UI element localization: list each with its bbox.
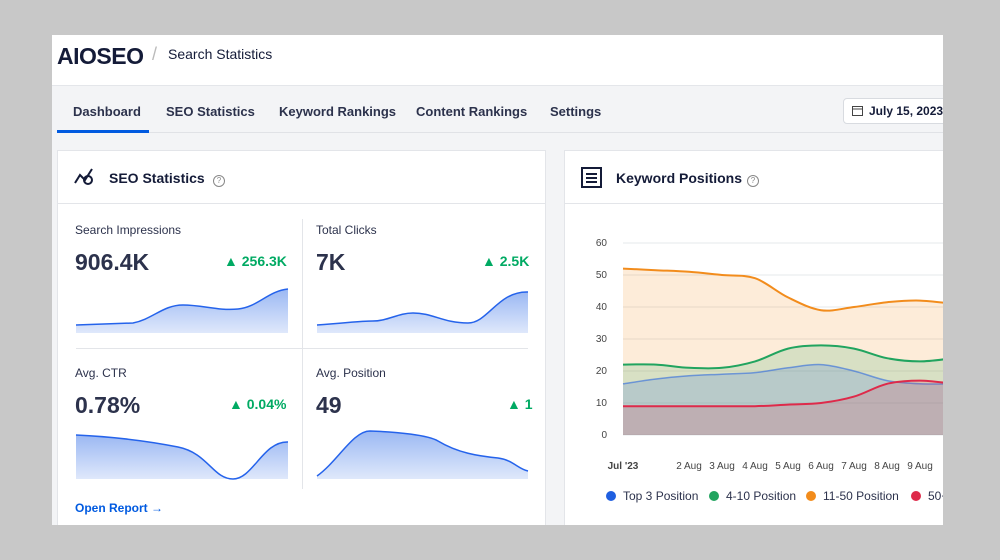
metric-value: 7K — [316, 249, 346, 275]
tab[interactable]: Settings — [550, 104, 602, 119]
tab[interactable]: Keyword Rankings — [279, 104, 397, 119]
x-tick-label: Jul '23 — [608, 461, 639, 472]
legend-label: Top 3 Position — [623, 489, 698, 503]
metric-label: Avg. Position — [316, 366, 386, 380]
sparkline — [75, 434, 289, 480]
calendar-icon — [852, 106, 863, 116]
sparkline-area — [76, 289, 288, 333]
divider — [302, 219, 303, 489]
x-tick-label: 5 Aug — [775, 461, 801, 472]
y-tick-label: 60 — [596, 238, 608, 249]
change-text: 0.04% — [246, 396, 287, 412]
tab[interactable]: Dashboard — [73, 104, 141, 119]
x-tick-label: 6 Aug — [808, 461, 834, 472]
sparkline — [75, 288, 289, 326]
sparklines — [75, 288, 529, 480]
x-tick-label: 7 Aug — [841, 461, 867, 472]
y-tick-label: 30 — [596, 334, 608, 345]
x-tick-label: 4 Aug — [742, 461, 768, 472]
panel-title: Keyword Positions — [616, 170, 743, 186]
chart: 0 10 20 30 40 50 60 Jul '23 2 Aug 3 Aug 4 Aug 5 Aug… — [596, 238, 943, 503]
change-text: 2.5K — [499, 253, 530, 269]
y-tick-label: 20 — [596, 366, 608, 377]
y-tick-label: 10 — [596, 398, 608, 409]
change-text: 1 — [524, 396, 533, 412]
app: AIOSEO / Search Statistics Dashboard SEO… — [52, 35, 943, 525]
metric-change: ▲ 0.04% — [229, 396, 287, 412]
legend-swatch — [806, 491, 816, 501]
x-tick-label: 8 Aug — [874, 461, 900, 472]
series-line — [622, 267, 943, 312]
sparkline-area — [317, 291, 528, 333]
y-tick-label: 50 — [596, 270, 608, 281]
series-line — [623, 379, 943, 408]
y-tick-label: 0 — [601, 430, 607, 441]
metric-value: 906.4K — [75, 249, 150, 275]
metric-change: ▲ 1 — [507, 396, 533, 412]
top-bar: AIOSEO / Search Statistics — [52, 35, 943, 86]
legend-label: 4-10 Position — [726, 489, 796, 503]
sparkline — [316, 430, 529, 477]
metric-change: ▲ 2.5K — [482, 253, 530, 269]
legend-swatch — [911, 491, 921, 501]
panel-title: SEO Statistics — [109, 170, 205, 186]
help-icon[interactable]: ? — [747, 170, 759, 188]
metric-label: Total Clicks — [316, 223, 377, 237]
divider — [58, 203, 545, 204]
list-icon — [581, 167, 602, 188]
active-indicator — [57, 130, 149, 133]
tab[interactable]: Content Rankings — [416, 104, 528, 119]
metric-value: 49 — [316, 392, 342, 418]
x-tick-label: 3 Aug — [709, 461, 735, 472]
stats-icon — [74, 168, 93, 185]
divider — [76, 348, 528, 349]
legend-swatch — [606, 491, 616, 501]
open-report-link[interactable]: Open Report → — [75, 501, 164, 515]
legend-swatch — [709, 491, 719, 501]
x-tick-label: 9 Aug — [907, 461, 933, 472]
tab[interactable]: SEO Statistics — [166, 104, 255, 119]
sparkline-area — [76, 435, 288, 479]
metric-change: ▲ 256.3K — [224, 253, 287, 269]
separator: / — [152, 44, 158, 64]
series-area — [623, 345, 943, 435]
change-text: 256.3K — [241, 253, 287, 269]
metric-label: Avg. CTR — [75, 366, 127, 380]
sparkline — [316, 291, 529, 326]
series-area — [623, 364, 943, 435]
sparkline-area — [317, 431, 528, 479]
legend-label: 50+ Position — [928, 489, 943, 503]
help-icon[interactable]: ? — [213, 170, 225, 188]
legend-label: 11-50 Position — [823, 489, 899, 503]
x-tick-label: 2 Aug — [676, 461, 702, 472]
metric-label: Search Impressions — [75, 223, 182, 237]
keyword-panel: Keyword Positions ? 0 10 20 30 40 50 60 Jul '23… — [564, 150, 943, 525]
y-tick-label: 40 — [596, 302, 608, 313]
nav-divider — [57, 132, 943, 133]
divider — [565, 203, 943, 204]
metric-value: 0.78% — [75, 392, 141, 418]
date-picker[interactable]: July 15, 2023 — [843, 98, 943, 124]
logo[interactable]: AIOSEO — [57, 43, 144, 69]
seo-panel: SEO Statistics ? Search Impressions 906.… — [57, 150, 546, 525]
date-text: July 15, 2023 — [869, 104, 943, 118]
breadcrumb: Search Statistics — [168, 46, 273, 62]
series-line — [622, 344, 943, 370]
